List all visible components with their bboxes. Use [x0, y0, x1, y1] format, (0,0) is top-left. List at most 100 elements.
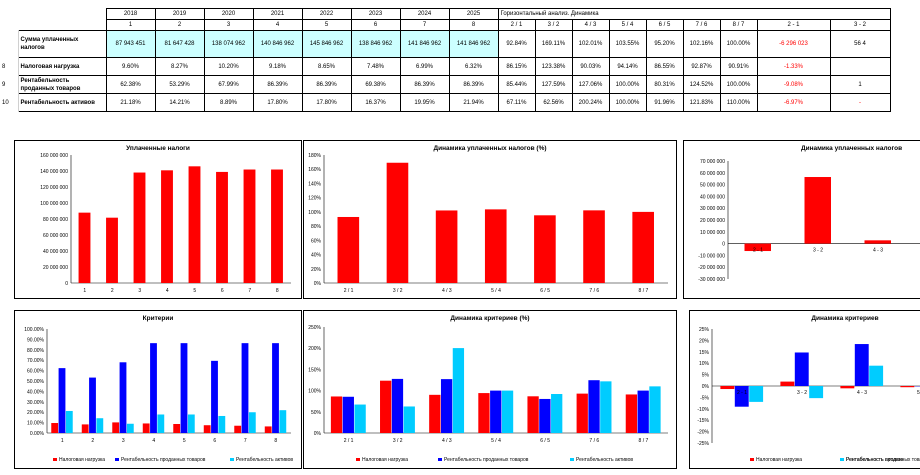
bar[interactable] [133, 172, 146, 283]
year-header[interactable]: 2023 [350, 8, 401, 20]
bar[interactable] [106, 217, 118, 283]
bar[interactable] [809, 386, 824, 399]
ratio-cell[interactable]: 110.00% [719, 93, 758, 112]
index-header[interactable]: 6 [350, 19, 401, 31]
bar[interactable] [900, 386, 915, 388]
ratio-cell[interactable]: 92.87% [682, 57, 721, 76]
horizontal-analysis-header[interactable]: Горизонтальный анализ. Динамика [497, 8, 891, 20]
value-cell[interactable]: 19.95% [399, 93, 450, 112]
bar[interactable] [96, 418, 104, 433]
row-label[interactable]: Налоговая нагрузка [17, 57, 107, 76]
bar[interactable] [51, 423, 59, 433]
bar[interactable] [203, 425, 211, 433]
value-cell[interactable]: 138 074 962 [203, 30, 254, 58]
row-number[interactable] [0, 20, 18, 31]
bar[interactable] [337, 216, 360, 283]
bar[interactable] [234, 425, 242, 433]
row-number[interactable]: 9 [0, 75, 19, 94]
ratio-cell[interactable]: 94.14% [608, 57, 647, 76]
value-cell[interactable]: 7.48% [350, 57, 401, 76]
bar[interactable] [440, 379, 453, 433]
value-cell[interactable]: 81 647 428 [154, 30, 205, 58]
year-header[interactable]: 2025 [448, 8, 499, 20]
value-cell[interactable]: 17.80% [252, 93, 303, 112]
bar[interactable] [527, 396, 539, 433]
year-header[interactable]: 2018 [105, 8, 156, 20]
ratio-cell[interactable]: 67.11% [497, 93, 536, 112]
index-header[interactable]: 5 [301, 19, 352, 31]
bar[interactable] [330, 396, 343, 433]
bar[interactable] [142, 423, 150, 433]
bar[interactable] [173, 424, 181, 433]
ratio-cell[interactable]: 100.00% [719, 30, 758, 58]
ratio-cell[interactable]: 90.91% [719, 57, 758, 76]
ratio-cell[interactable]: 90.03% [571, 57, 610, 76]
bar[interactable] [864, 240, 892, 244]
bar[interactable] [391, 378, 404, 433]
year-header[interactable]: 2024 [399, 8, 450, 20]
bar[interactable] [211, 360, 218, 433]
bar[interactable] [187, 414, 195, 433]
index-header[interactable]: 1 [105, 19, 156, 31]
ratio-cell[interactable]: 62.56% [534, 93, 573, 112]
value-cell[interactable]: 69.38% [350, 75, 401, 94]
chart-criteria[interactable]: Критерии 0.00% 10.00% 20.00% 30.00% 40.00% 50.… [14, 310, 302, 469]
bar[interactable] [272, 343, 279, 433]
diff-header[interactable]: 2 - 1 [756, 19, 831, 31]
bar[interactable] [854, 344, 869, 386]
row-number[interactable] [0, 30, 19, 58]
value-cell[interactable]: 6.99% [399, 57, 450, 76]
bar[interactable] [869, 365, 884, 386]
bar[interactable] [749, 386, 764, 402]
bar[interactable] [65, 410, 73, 433]
ratio-cell[interactable]: 80.31% [645, 75, 684, 94]
ratio-header[interactable]: 8 / 7 [719, 19, 758, 31]
bar[interactable] [804, 177, 832, 244]
bar[interactable] [386, 162, 409, 283]
bar[interactable] [403, 406, 415, 433]
diff-cell[interactable]: 1 [829, 75, 891, 94]
value-cell[interactable]: 8.27% [154, 57, 205, 76]
ratio-cell[interactable]: 102.16% [682, 30, 721, 58]
bar[interactable] [271, 169, 283, 283]
diff-cell[interactable]: - [829, 93, 891, 112]
value-cell[interactable]: 62.38% [105, 75, 156, 94]
ratio-header[interactable]: 6 / 5 [645, 19, 684, 31]
bar[interactable] [649, 386, 661, 433]
ratio-cell[interactable]: 124.52% [682, 75, 721, 94]
value-cell[interactable]: 86.39% [399, 75, 450, 94]
ratio-cell[interactable]: 100.00% [608, 75, 647, 94]
year-header[interactable]: 2020 [203, 8, 254, 20]
bar[interactable] [501, 390, 514, 433]
bar[interactable] [435, 210, 458, 283]
value-cell[interactable]: 9.60% [105, 57, 156, 76]
bar[interactable] [744, 243, 772, 252]
bar[interactable] [112, 422, 120, 433]
chart-taxes-abs-dynamics[interactable]: Динамика уплаченных налогов -30 000 000 -2… [683, 140, 920, 299]
bar[interactable] [780, 381, 795, 386]
value-cell[interactable]: 86.39% [448, 75, 499, 94]
bar[interactable] [429, 394, 441, 433]
year-header[interactable]: 2021 [252, 8, 303, 20]
value-cell[interactable]: 14.21% [154, 93, 205, 112]
bar[interactable] [89, 377, 96, 433]
diff-header[interactable]: 3 - 2 [829, 19, 891, 31]
bar[interactable] [539, 398, 551, 433]
ratio-cell[interactable]: 100.00% [719, 75, 758, 94]
value-cell[interactable]: 145 846 962 [301, 30, 352, 58]
header-blank[interactable] [18, 20, 106, 31]
value-cell[interactable]: 140 846 962 [252, 30, 303, 58]
bar[interactable] [161, 170, 173, 283]
bar[interactable] [583, 210, 605, 283]
bar[interactable] [534, 215, 556, 283]
bar[interactable] [218, 415, 226, 433]
chart-taxes-dynamics[interactable]: Динамика уплаченных налогов (%) 0% 20% 40% 6… [303, 140, 677, 299]
bar[interactable] [157, 414, 165, 433]
bar[interactable] [600, 381, 612, 433]
value-cell[interactable]: 138 846 962 [350, 30, 401, 58]
ratio-header[interactable]: 4 / 3 [571, 19, 610, 31]
index-header[interactable]: 8 [448, 19, 499, 31]
chart-criteria-dynamics[interactable]: Динамика критериев (%) 0% 50% 100% 150% 200% 2… [303, 310, 677, 469]
ratio-cell[interactable]: 200.24% [571, 93, 610, 112]
bar[interactable] [632, 211, 654, 283]
